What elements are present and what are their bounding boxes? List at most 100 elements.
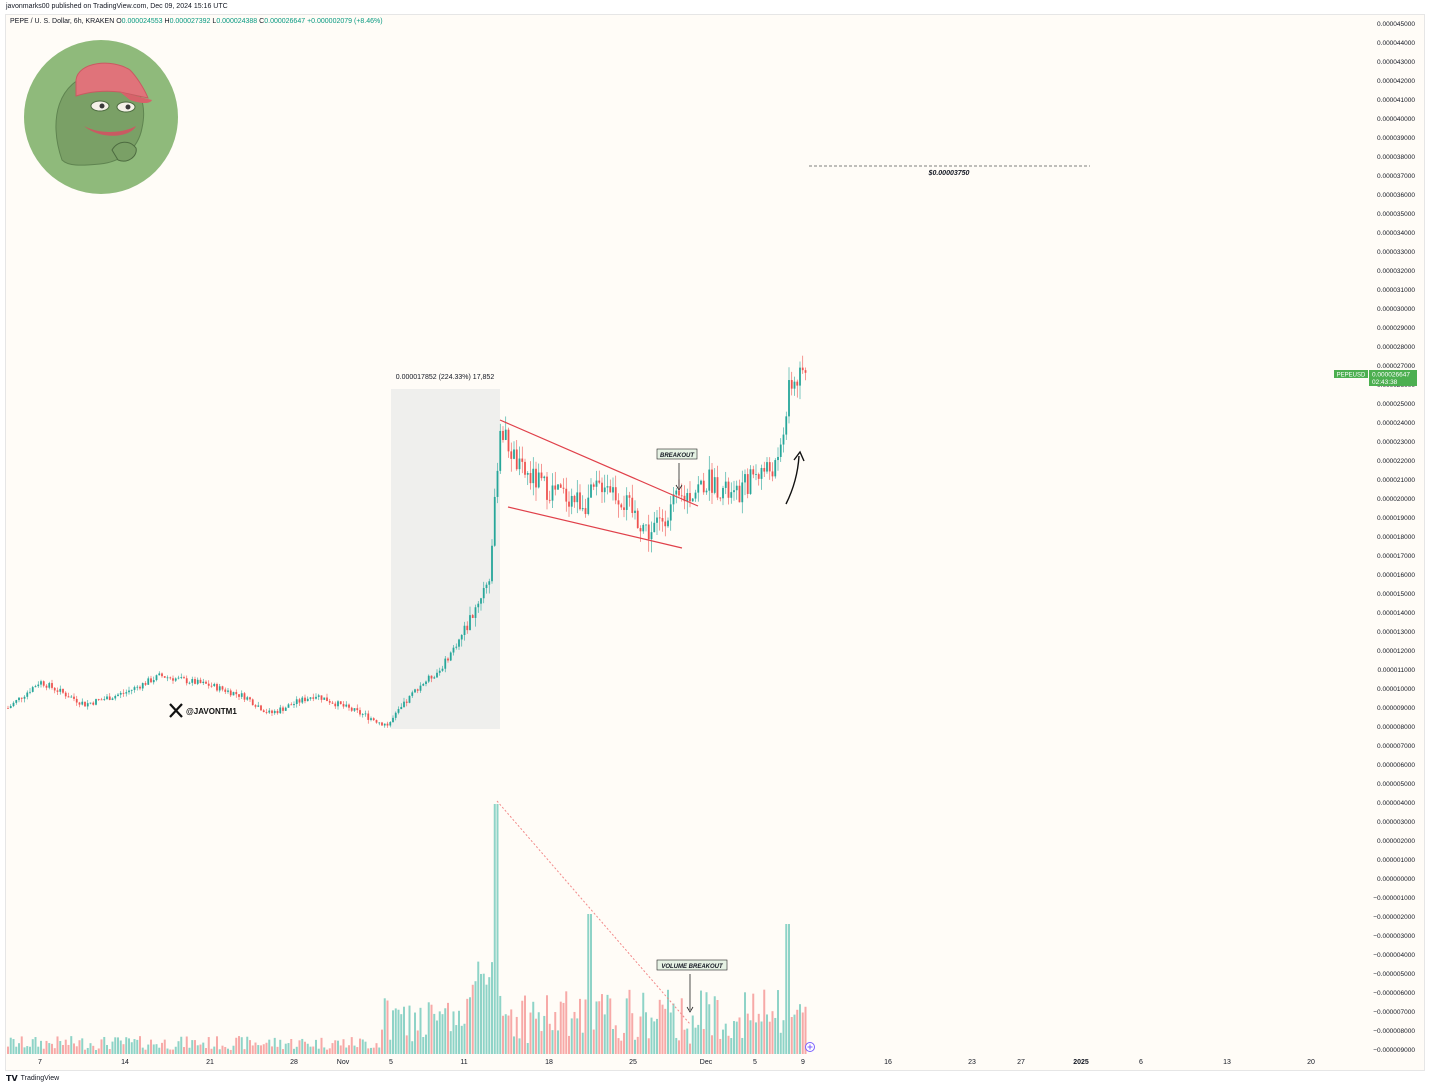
volume-bar [546,995,548,1054]
volume-bar [350,1037,353,1054]
x-tick-label: 5 [389,1059,393,1066]
candle-body [29,691,31,693]
volume-bar [117,1037,119,1054]
volume-bar [518,1038,521,1054]
candle-body [636,510,639,529]
candle-body [125,692,128,694]
candle-body [12,702,15,707]
y-tick-label: −0.000003000 [1373,933,1415,940]
y-tick-label: −0.000008000 [1373,1028,1415,1035]
volume-bar [73,1043,75,1054]
volume-bar [422,1037,425,1054]
candle-body [15,700,18,703]
volume-bar [526,1042,529,1054]
candle-body [656,517,658,523]
candle-body [51,683,53,688]
measure-range-box[interactable] [391,389,500,729]
candle-body [251,699,254,706]
y-tick-label: 0.000038000 [1377,154,1415,161]
volume-bar [419,1007,422,1054]
candle-body [290,704,293,706]
candle-body [782,434,785,445]
candle-body [735,485,738,491]
candle-body [75,698,78,703]
volume-bar [766,1014,768,1054]
breakout-tag [656,448,698,460]
candle-body [312,697,315,699]
candle-body [232,692,235,696]
volume-bar [650,1017,653,1054]
add-circle-icon[interactable] [805,1042,815,1052]
change-value: +0.000002079 (+8.46%) [307,18,383,25]
volume-bar [801,1012,804,1054]
volume-bar [188,1047,191,1054]
volume-bar [95,1049,97,1054]
volume-bar [656,1018,658,1054]
volume-bar [260,1045,262,1054]
volume-bar [799,1004,801,1054]
candle-body [119,692,122,695]
volume-bar [458,1010,460,1054]
volume-bar [744,992,746,1054]
candle-body [752,469,755,475]
volume-trend-line[interactable] [496,800,691,1025]
volume-bar [328,1048,331,1054]
candle-body [378,722,381,724]
candle-body [152,680,155,683]
publisher-line: javonmarks00 published on TradingView.co… [6,3,228,10]
volume-bar [287,1043,290,1054]
candle-body [240,693,243,697]
candle-body [774,460,777,477]
candle-body [271,710,273,714]
y-tick-label: 0.000003000 [1377,819,1415,826]
volume-bar [460,1025,463,1054]
volume-bar [364,1041,367,1054]
candle-body [543,476,546,479]
candle-body [78,702,81,705]
volume-bar [480,973,482,1054]
candle-body [144,683,147,685]
volume-bar [276,1046,279,1054]
volume-bar [496,804,499,1054]
candle-body [117,694,119,696]
candle-body [458,639,460,647]
channel-upper-line[interactable] [499,419,699,507]
candle-body [372,718,375,721]
candle-body [504,429,507,440]
y-tick-label: 0.000042000 [1377,78,1415,85]
candle-body [672,494,675,505]
candle-body [502,430,504,440]
candle-body [719,497,722,499]
candle-body [196,679,199,684]
candle-body [403,701,405,707]
x-axis[interactable]: 7 14 21 28 Nov 5 11 18 25 Dec 5 9 16 23 27 2025 6 13 20 [38,1059,1315,1066]
channel-lower-line[interactable] [507,506,683,549]
volume-bar [581,1032,584,1054]
candle-body [386,723,389,726]
candle-body [658,517,661,519]
chart-frame[interactable] [5,14,1425,1071]
candle-body [166,677,169,679]
candle-body [95,699,97,705]
volume-bar [229,1049,232,1054]
candle-body [485,584,488,589]
volume-bar [359,1038,361,1054]
volume-bar [158,1047,161,1054]
candle-body [612,487,614,493]
volume-bar [738,1017,741,1054]
candle-body [730,492,733,498]
candle-body [686,493,689,502]
y-tick-label: 0.000017000 [1377,553,1415,560]
y-axis[interactable]: 0.000045000 0.000044000 0.000043000 0.00004… [1373,21,1415,1054]
volume-bar [562,1002,565,1054]
candle-body [441,668,444,671]
volume-bar [356,1047,359,1054]
candle-body [227,690,229,692]
close-label: C [259,18,265,25]
volume-bar [78,1040,81,1054]
candle-body [172,678,174,681]
candle-body [436,672,438,678]
candle-body [678,490,680,496]
volume-bar [557,1030,559,1054]
